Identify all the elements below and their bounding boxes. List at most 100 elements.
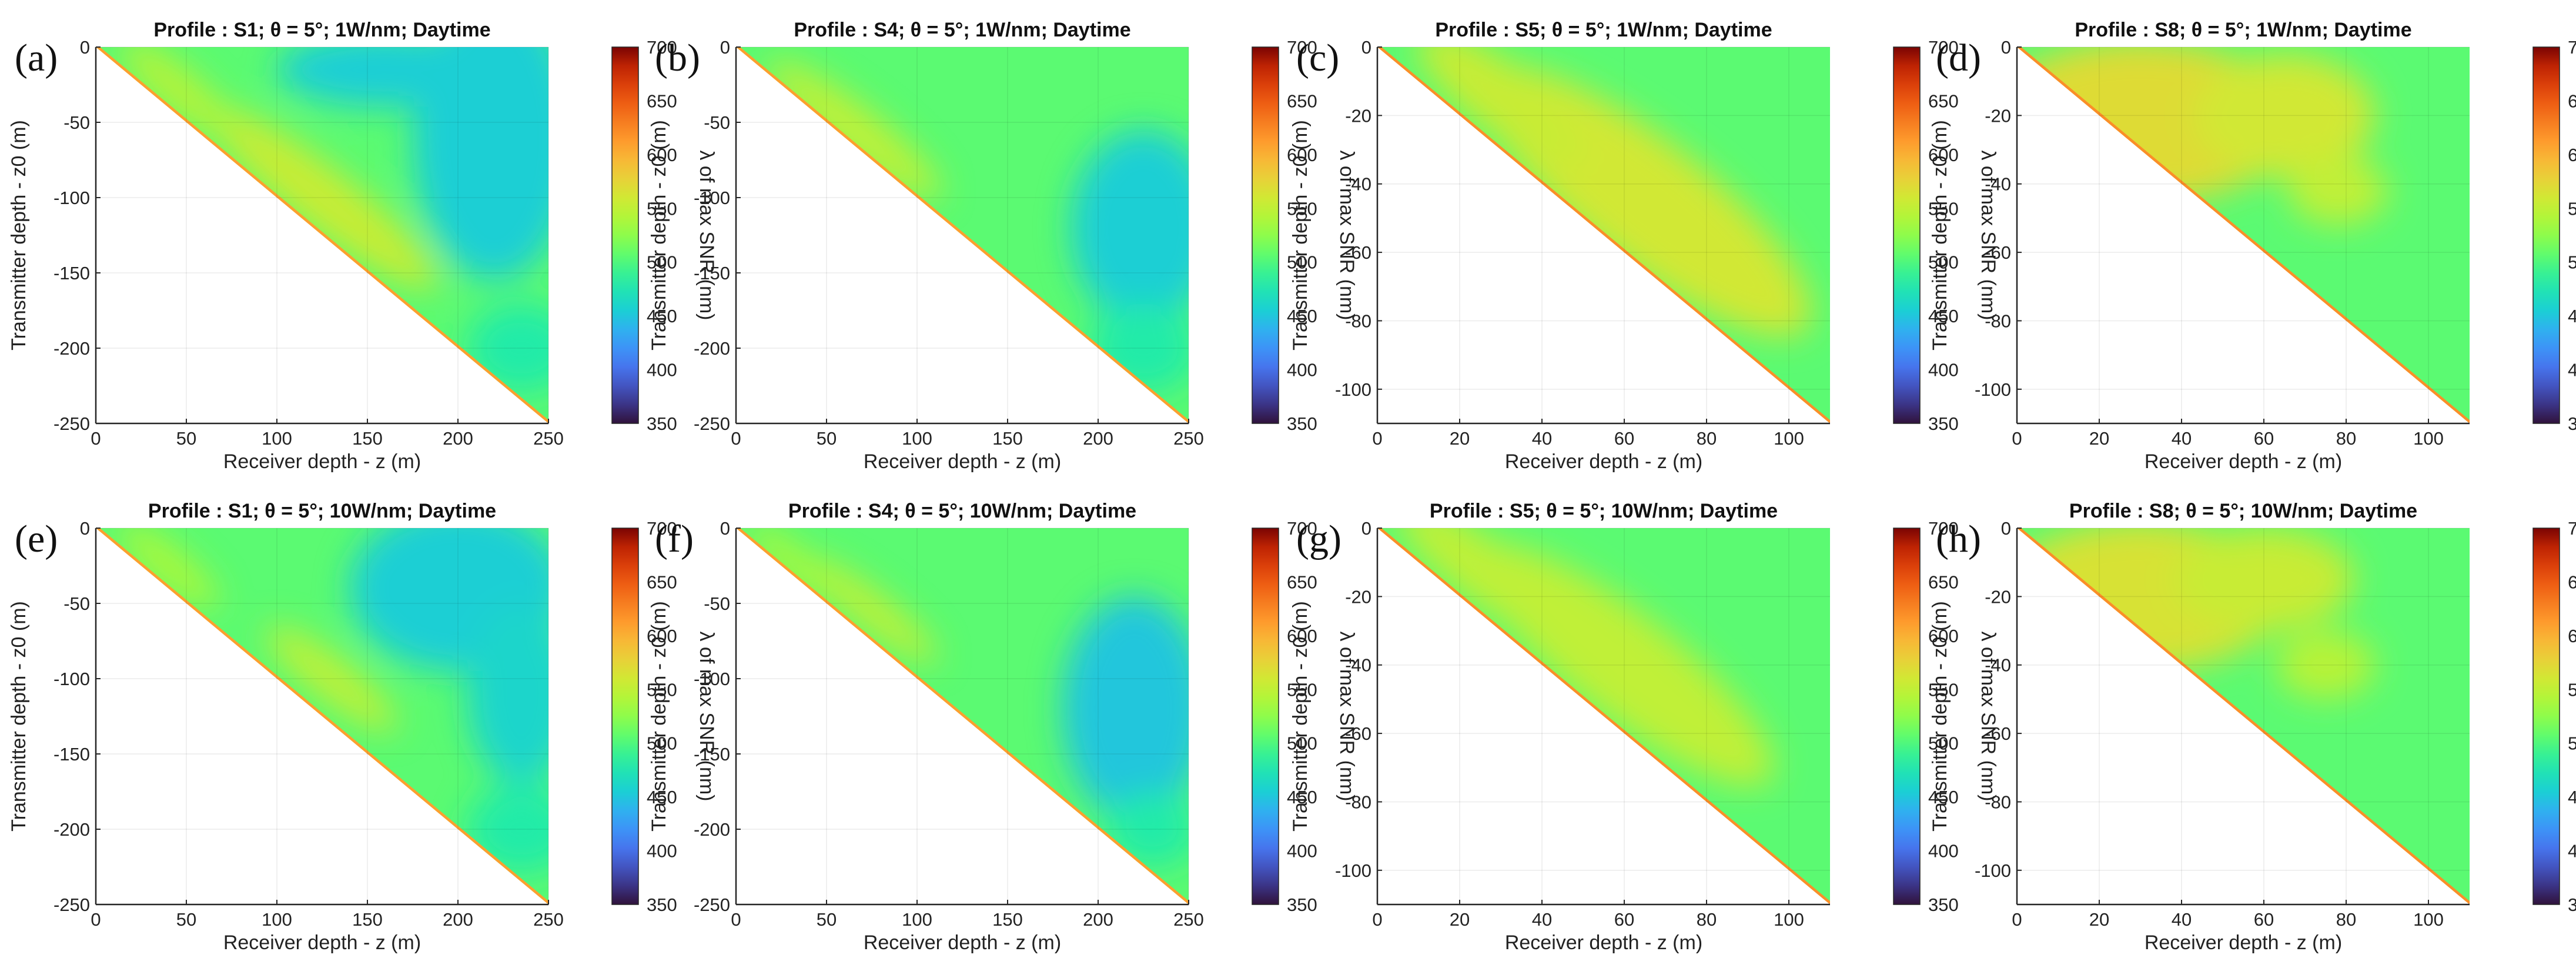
- colorbar-tick-label: 400: [1928, 360, 1959, 380]
- y-tick-label: -200: [53, 819, 90, 840]
- y-tick-label: -40: [1345, 655, 1371, 676]
- y-tick-label: -200: [53, 338, 90, 359]
- colorbar-label: λ of max SNR (nm): [1977, 150, 1999, 320]
- x-tick-label: 0: [731, 428, 741, 449]
- y-tick-label: -150: [694, 263, 730, 283]
- heatmap: [2017, 47, 2470, 423]
- y-tick-label: -250: [694, 413, 730, 434]
- panel-title: Profile : S1; θ = 5°; 10W/nm; Daytime: [148, 500, 496, 522]
- colorbar-tick-label: 450: [1928, 787, 1959, 807]
- heatmap-region: [277, 47, 494, 108]
- heatmap-region: [467, 784, 548, 874]
- y-tick-label: -60: [1345, 723, 1371, 744]
- colorbar-tick-label: 650: [647, 572, 677, 592]
- panel-title: Profile : S4; θ = 5°; 10W/nm; Daytime: [788, 500, 1136, 522]
- x-tick-label: 40: [1532, 909, 1552, 930]
- heatmap-region: [120, 47, 235, 139]
- x-axis-label: Receiver depth - z (m): [864, 450, 1061, 473]
- panel-letter: (b): [655, 36, 700, 79]
- colorbar-tick-label: 550: [1928, 679, 1959, 700]
- panel-title: Profile : S5; θ = 5°; 1W/nm; Daytime: [1435, 19, 1772, 41]
- y-tick-label: -200: [694, 338, 730, 359]
- x-tick-label: 50: [817, 428, 837, 449]
- x-tick-label: 0: [1372, 428, 1382, 449]
- y-tick-label: -80: [1345, 311, 1371, 331]
- y-tick-label: -40: [1345, 174, 1371, 195]
- x-tick-label: 0: [2012, 428, 2022, 449]
- x-tick-label: 100: [902, 909, 932, 930]
- colorbar-tick-label: 600: [1928, 626, 1959, 646]
- y-tick-label: 0: [2001, 37, 2011, 58]
- colorbar-tick-label: 500: [2568, 252, 2576, 273]
- x-tick-label: 250: [533, 428, 564, 449]
- colorbar-tick-label: 700: [1287, 518, 1317, 539]
- colorbar-tick-label: 650: [1928, 572, 1959, 592]
- x-tick-label: 150: [352, 909, 383, 930]
- colorbar-tick-label: 700: [2568, 37, 2576, 58]
- heatmap-region: [747, 528, 834, 598]
- x-axis-label: Receiver depth - z (m): [1505, 932, 1702, 954]
- colorbar-tick-label: 350: [2568, 894, 2576, 915]
- x-axis-label: Receiver depth - z (m): [2145, 450, 2342, 473]
- x-tick-label: 250: [1173, 428, 1204, 449]
- colorbar-tick-label: 550: [1287, 679, 1317, 700]
- colorbar-tick-label: 550: [647, 198, 677, 219]
- y-tick-label: -100: [694, 669, 730, 689]
- x-tick-label: 80: [1697, 428, 1717, 449]
- y-tick-label: -100: [53, 669, 90, 689]
- colorbar-tick-label: 500: [647, 252, 677, 273]
- panel-title: Profile : S4; θ = 5°; 1W/nm; Daytime: [794, 19, 1130, 41]
- y-tick-label: -100: [1335, 379, 1371, 400]
- y-axis-label: Transmitter depth - z0 (m): [8, 601, 30, 832]
- x-tick-label: 200: [1083, 909, 1113, 930]
- colorbar-tick-label: 600: [1287, 145, 1317, 165]
- colorbar-tick-label: 550: [2568, 198, 2576, 219]
- x-tick-label: 100: [1774, 428, 1804, 449]
- x-tick-label: 250: [533, 909, 564, 930]
- y-tick-label: 0: [720, 518, 730, 539]
- panel-letter: (a): [15, 36, 58, 79]
- y-tick-label: -100: [1975, 860, 2011, 881]
- x-axis-label: Receiver depth - z (m): [1505, 450, 1702, 473]
- x-axis-label: Receiver depth - z (m): [864, 932, 1061, 954]
- y-tick-label: -50: [704, 112, 730, 133]
- y-tick-label: -200: [694, 819, 730, 840]
- colorbar-tick-label: 600: [2568, 626, 2576, 646]
- heatmap-region: [2276, 630, 2375, 699]
- colorbar-tick-label: 600: [1928, 145, 1959, 165]
- panel-letter: (d): [1936, 36, 1981, 79]
- panel-title: Profile : S5; θ = 5°; 10W/nm; Daytime: [1430, 500, 1778, 522]
- colorbar-tick-label: 600: [1287, 626, 1317, 646]
- x-tick-label: 80: [2336, 909, 2356, 930]
- y-tick-label: -80: [1985, 792, 2011, 812]
- colorbar-tick-label: 400: [647, 841, 677, 862]
- colorbar-tick-label: 700: [2568, 518, 2576, 539]
- y-axis-label: Transmitter depth - z0 (m): [648, 601, 670, 832]
- panel-letter: (c): [1296, 36, 1339, 79]
- panel-title: Profile : S8; θ = 5°; 1W/nm; Daytime: [2075, 19, 2411, 41]
- heatmap-region: [1397, 528, 1564, 637]
- x-axis-label: Receiver depth - z (m): [223, 450, 421, 473]
- colorbar-tick-label: 350: [1287, 894, 1317, 915]
- x-tick-label: 150: [992, 428, 1023, 449]
- heatmap-region: [2173, 528, 2354, 631]
- x-axis-label: Receiver depth - z (m): [223, 932, 421, 954]
- y-tick-label: -150: [694, 744, 730, 765]
- y-tick-label: -50: [63, 593, 90, 614]
- colorbar-tick-label: 650: [2568, 572, 2576, 592]
- colorbar-tick-label: 350: [1287, 413, 1317, 434]
- heatmap-region: [767, 60, 941, 200]
- heatmap-region: [118, 528, 219, 609]
- x-tick-label: 60: [1614, 428, 1634, 449]
- colorbar-label: λ of max SNR (nm): [1336, 150, 1358, 320]
- heatmap-region: [2194, 54, 2375, 178]
- y-tick-label: 0: [80, 37, 90, 58]
- x-tick-label: 20: [2089, 909, 2109, 930]
- x-tick-label: 0: [731, 909, 741, 930]
